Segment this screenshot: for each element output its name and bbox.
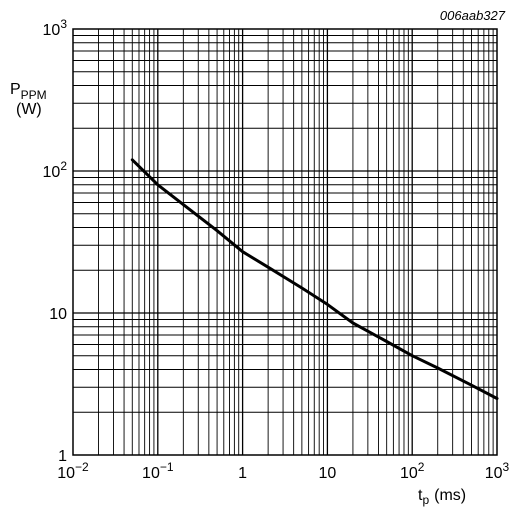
x-tick-labels: 10−2 10−1 1 10 102 103 [57,460,509,482]
y-tick-label: 102 [43,159,68,181]
chart-grid [73,29,497,455]
x-tick-label: 103 [485,460,510,482]
x-tick-label: 10−1 [142,460,174,482]
y-tick-label: 103 [43,17,68,39]
x-tick-label: 102 [400,460,425,482]
x-tick-label: 1 [238,465,247,482]
x-axis-label-main: t [418,487,423,504]
x-axis-label: tp (ms) [418,487,466,507]
y-tick-label: 1 [58,448,67,465]
x-axis-label-unit: (ms) [434,487,466,504]
x-tick-label: 10 [319,465,337,482]
figure-id: 006aab327 [440,8,506,23]
y-axis-label-main: P [10,81,21,98]
y-axis-label-sub: PPM [21,88,47,102]
series-line [130,158,499,400]
y-tick-label: 10 [49,306,67,323]
y-axis-label: PPPM [10,81,47,102]
y-tick-labels: 1 10 102 103 [43,17,68,465]
x-axis-label-sub: p [422,493,429,507]
plot-frame [72,28,498,456]
y-axis-unit: (W) [16,101,42,118]
x-tick-label: 10−2 [57,460,89,482]
